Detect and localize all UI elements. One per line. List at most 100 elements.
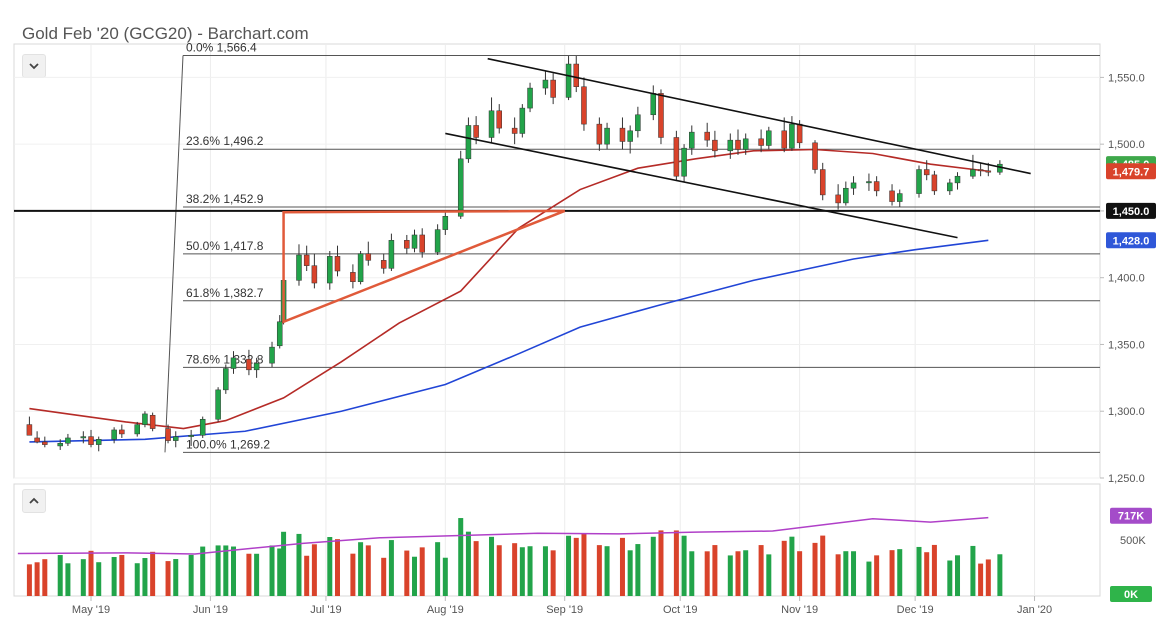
y-tick-label: 1,400.0: [1108, 273, 1145, 285]
fib-level-label: 50.0% 1,417.8: [186, 239, 264, 253]
volume-bar: [435, 542, 441, 596]
candle-body: [604, 127, 610, 145]
price-tag-label: 1,428.0: [1113, 235, 1150, 247]
volume-bar: [496, 545, 502, 596]
volume-tag-label: 0K: [1124, 589, 1138, 601]
volume-bar: [80, 559, 86, 596]
volume-bar: [519, 547, 525, 596]
candle-body: [119, 429, 125, 435]
candle-body: [303, 254, 310, 266]
candle-body: [727, 139, 734, 152]
y-tick-label: 1,350.0: [1108, 339, 1145, 351]
volume-bar: [365, 545, 371, 596]
volume-bar: [281, 531, 287, 596]
candle-body: [781, 130, 787, 149]
candle-body: [411, 234, 418, 249]
candle-body: [95, 439, 102, 445]
candle-body: [511, 127, 518, 134]
candle-body: [735, 139, 741, 150]
y-tick-label: 1,550.0: [1108, 72, 1145, 84]
volume-bar: [619, 537, 625, 596]
volume-bar: [947, 560, 953, 596]
x-tick-label: May '19: [72, 604, 110, 616]
candle-body: [230, 357, 237, 369]
x-tick-label: Aug '19: [427, 604, 464, 616]
chevron-up-icon: [29, 497, 39, 504]
volume-bar: [635, 544, 641, 596]
x-tick-label: Dec '19: [897, 604, 934, 616]
price-tag-label: 1,450.0: [1113, 206, 1150, 218]
candle-body: [970, 169, 976, 177]
volume-bar: [96, 562, 102, 596]
candle-body: [350, 272, 356, 282]
candle-body: [812, 142, 818, 170]
candle-body: [296, 254, 302, 281]
volume-bar: [789, 536, 795, 596]
volume-bar: [350, 553, 356, 596]
volume-bar: [681, 535, 687, 596]
ascending-triangle: [282, 209, 566, 324]
x-tick-label: Nov '19: [781, 604, 818, 616]
candle-body: [65, 437, 71, 444]
channel-top-trendline: [487, 57, 1031, 175]
candle-body: [172, 436, 179, 441]
volume-bar: [512, 543, 518, 596]
candle-body: [635, 114, 641, 132]
candle-body: [434, 229, 441, 253]
fib-level-label: 78.6% 1,332.8: [186, 352, 264, 366]
volume-bar: [412, 556, 418, 596]
candle-body: [269, 346, 275, 364]
volume-bar: [465, 531, 471, 596]
chevron-down-icon: [29, 63, 39, 70]
candle-body: [850, 182, 857, 189]
candle-body: [404, 240, 410, 249]
candle-body: [947, 182, 953, 192]
volume-bar: [223, 545, 229, 596]
expand-volume-button[interactable]: [22, 489, 46, 513]
candle-body: [134, 424, 140, 435]
volume-bar: [566, 535, 572, 596]
candle-body: [954, 175, 961, 184]
candle-body: [223, 368, 229, 391]
candle-body: [766, 130, 772, 146]
volume-bar: [851, 551, 857, 596]
volume-bar: [200, 546, 206, 596]
volume-bar: [42, 559, 48, 596]
volume-bar: [34, 562, 40, 596]
volume-tag-vol_last: [1110, 586, 1152, 602]
volume-bar: [889, 550, 895, 596]
candle-body: [246, 358, 252, 371]
volume-bar: [527, 546, 533, 596]
volume-y-tick-label: 500K: [1120, 535, 1146, 547]
candle-body: [658, 93, 664, 138]
y-tick-label: 1,500.0: [1108, 139, 1145, 151]
fib-anchor-line: [164, 55, 184, 453]
candle-body: [111, 429, 117, 440]
volume-bar: [924, 552, 930, 596]
candle-body: [215, 389, 221, 420]
candle-body: [26, 424, 33, 436]
volume-bar: [820, 535, 826, 596]
candle-body: [704, 131, 710, 141]
candle-body: [149, 414, 156, 429]
volume-bar: [658, 530, 664, 596]
volume-bar: [866, 561, 872, 596]
candle-body: [789, 123, 795, 149]
candle-body: [188, 435, 194, 437]
red-moving-average: [29, 148, 989, 430]
candle-body: [88, 436, 94, 445]
candle-body: [581, 86, 587, 125]
volume-bar: [970, 545, 976, 596]
volume-bar: [743, 550, 749, 596]
price-panel-frame: [13, 43, 1101, 479]
volume-bar: [254, 553, 260, 596]
candle-body: [819, 169, 826, 196]
volume-bar: [57, 555, 63, 596]
volume-bar: [215, 545, 221, 596]
volume-bar: [458, 518, 464, 596]
x-tick-label: Jun '19: [193, 604, 228, 616]
candle-body: [889, 190, 895, 202]
x-tick-label: Oct '19: [663, 604, 698, 616]
candle-body: [542, 79, 549, 89]
